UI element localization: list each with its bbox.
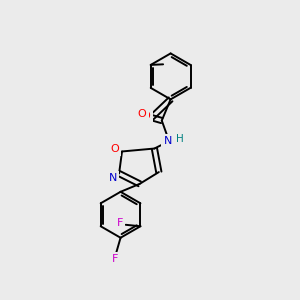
Text: F: F xyxy=(117,218,123,228)
Text: O: O xyxy=(142,111,151,121)
Text: H: H xyxy=(176,134,184,144)
Text: O: O xyxy=(138,109,146,119)
Text: O: O xyxy=(110,143,119,154)
Text: F: F xyxy=(112,254,118,264)
Text: N: N xyxy=(164,136,172,146)
Text: N: N xyxy=(109,173,117,183)
